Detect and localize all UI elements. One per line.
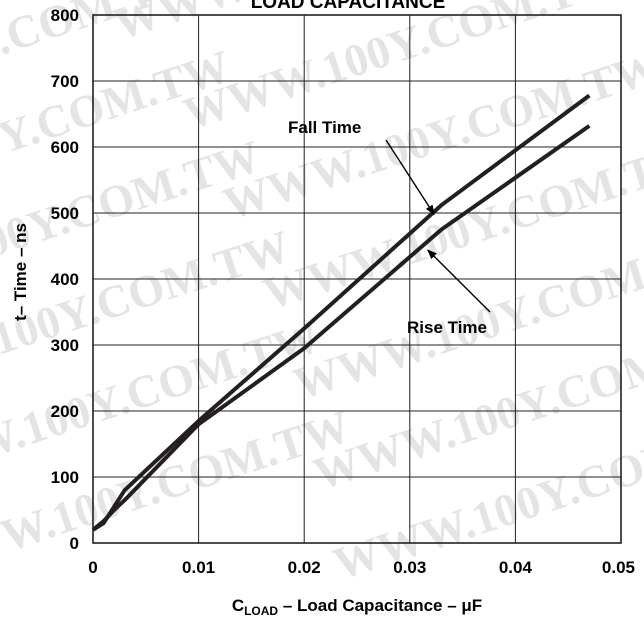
y-tick-label: 400: [51, 270, 79, 289]
x-tick-labels: 0 0.01 0.02 0.03 0.04 0.05: [88, 558, 635, 577]
y-tick-label: 300: [51, 336, 79, 355]
y-tick-label: 500: [51, 204, 79, 223]
x-axis-title-subscript: LOAD: [244, 604, 278, 618]
x-axis-title: CLOAD – Load Capacitance – μF: [232, 596, 482, 618]
annotations: Fall Time Rise Time: [288, 118, 491, 337]
y-tick-label: 100: [51, 468, 79, 487]
y-tick-labels: 0 100 200 300 400 500 600 700 800: [51, 6, 79, 553]
plot-frame: [92, 14, 622, 544]
rise-time-label: Rise Time: [407, 318, 487, 337]
fall-time-arrow: [385, 139, 435, 216]
fall-time-label: Fall Time: [288, 118, 361, 137]
y-tick-label: 200: [51, 402, 79, 421]
series-line-rise-time: [91, 124, 591, 532]
x-tick-label: 0.05: [602, 558, 635, 577]
y-axis-title: t– Time – ns: [11, 223, 30, 321]
x-tick-label: 0.02: [288, 558, 321, 577]
x-axis-title-suffix: – Load Capacitance – μF: [278, 596, 482, 615]
x-axis-title-prefix: C: [232, 596, 244, 615]
y-tick-label: 700: [51, 72, 79, 91]
rise-time-arrow: [427, 249, 491, 313]
chart-title: LOAD CAPACITANCE: [251, 0, 446, 13]
x-tick-label: 0.01: [182, 558, 215, 577]
y-tick-label: 0: [70, 534, 79, 553]
y-tick-label: 800: [51, 6, 79, 25]
series: [91, 93, 591, 532]
x-tick-label: 0.03: [393, 558, 426, 577]
x-tick-label: 0: [88, 558, 97, 577]
watermark: WWW.100Y.COM.TWWWW.100Y.COM.TWWWW.100Y.C…: [0, 0, 644, 590]
x-tick-label: 0.04: [499, 558, 533, 577]
y-tick-label: 600: [51, 138, 79, 157]
